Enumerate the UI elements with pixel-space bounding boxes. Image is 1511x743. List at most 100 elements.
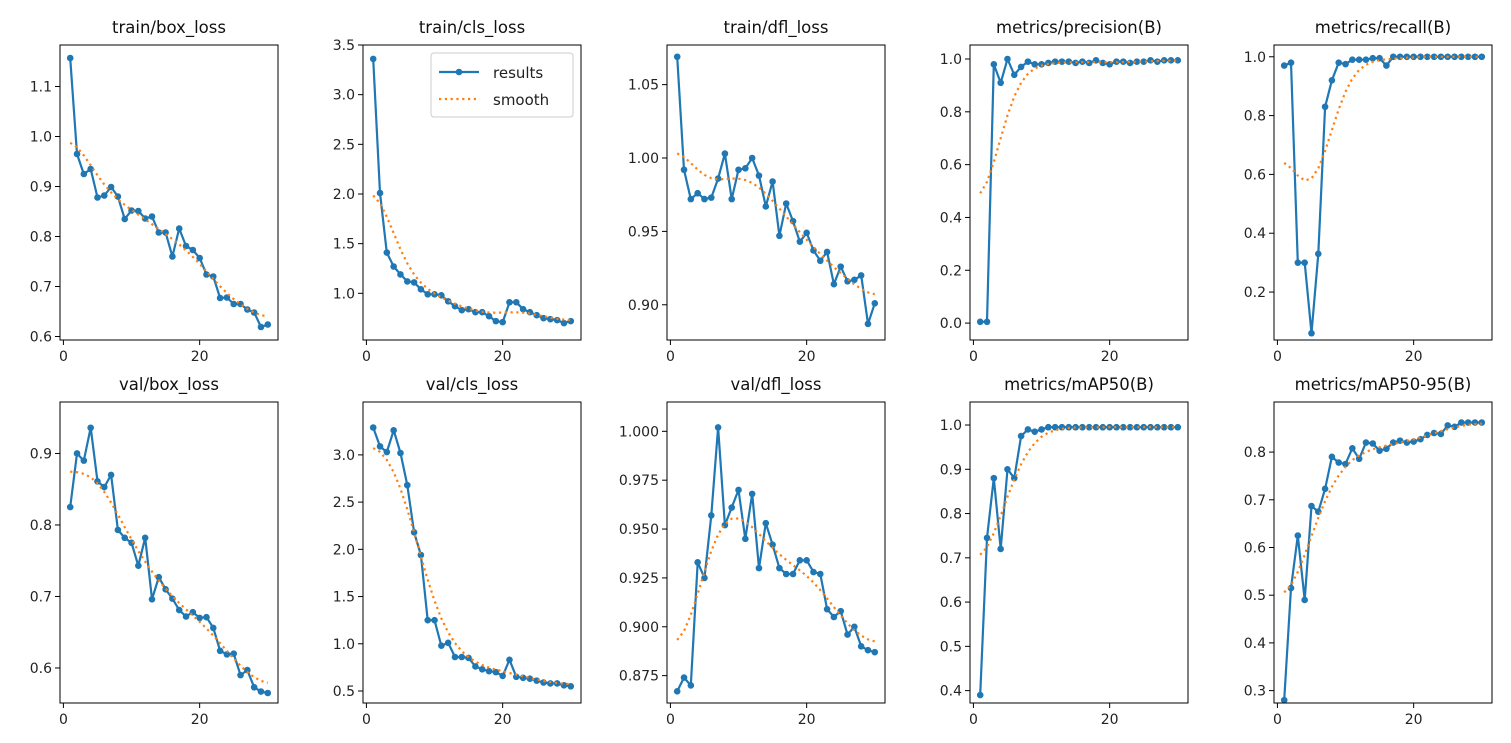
- x-tick-label: 0: [59, 349, 68, 365]
- results-point: [803, 229, 810, 237]
- results-point: [976, 691, 984, 699]
- results-point: [397, 271, 404, 278]
- results-point: [141, 534, 149, 542]
- results-point: [769, 178, 776, 185]
- results-point: [694, 189, 701, 197]
- y-tick-label: 1.0: [30, 130, 52, 146]
- results-point: [264, 689, 272, 697]
- y-tick-label: 1.5: [333, 590, 355, 606]
- smooth-line: [1283, 55, 1482, 182]
- results-point: [1417, 53, 1424, 61]
- results-point: [506, 298, 513, 306]
- results-point: [397, 449, 404, 457]
- results-line: [69, 426, 269, 695]
- results-point: [182, 242, 190, 250]
- results-point: [417, 286, 425, 293]
- subplot-title: val/cls_loss: [426, 375, 518, 395]
- results-point: [1280, 62, 1288, 69]
- results-point: [810, 568, 817, 576]
- results-point: [803, 557, 810, 564]
- results-point: [1085, 423, 1093, 431]
- results-point: [1038, 426, 1045, 433]
- results-point: [540, 679, 547, 686]
- results-point: [735, 486, 742, 494]
- results-point: [1464, 53, 1472, 61]
- results-point: [1444, 422, 1452, 429]
- results-point: [1024, 58, 1032, 65]
- results-point: [1004, 55, 1011, 63]
- y-tick-label: 0.875: [619, 669, 659, 685]
- axes-frame: [666, 44, 886, 341]
- y-tick-label: 0.8: [940, 507, 962, 523]
- y-tick-label: 3.0: [333, 448, 355, 464]
- legend-box: [430, 52, 574, 118]
- results-point: [1328, 76, 1336, 84]
- results-point: [485, 312, 493, 320]
- results-point: [80, 457, 88, 464]
- results-point: [553, 316, 561, 324]
- axes-frame: [362, 44, 582, 341]
- x-tick-label: 20: [1405, 349, 1423, 365]
- axes-frame: [59, 44, 279, 341]
- axes-frame: [59, 401, 279, 704]
- results-point: [155, 573, 163, 581]
- results-point: [369, 424, 377, 431]
- results-point: [844, 277, 851, 285]
- subplot-metrics-map50-b-: metrics/mAP50(B) 0.4 0.5 0.6 0.7 0.8 0.9 1.0 0 20: [940, 375, 1189, 728]
- results-point: [478, 665, 486, 673]
- results-point: [1458, 53, 1465, 61]
- y-tick-label: 0.5: [333, 684, 355, 700]
- smooth-line: [372, 194, 571, 322]
- results-point: [997, 79, 1004, 87]
- y-tick-label: 0.925: [619, 571, 659, 587]
- subplot-title: train/box_loss: [112, 18, 226, 38]
- results-point: [506, 656, 513, 664]
- y-tick-label: 0.6: [1244, 167, 1266, 183]
- results-line: [372, 427, 571, 688]
- results-point: [673, 53, 681, 61]
- subplot-val-cls-loss: val/cls_loss 0.5 1.0 1.5 2.0 2.5 3.0 0 20: [333, 375, 582, 728]
- results-point: [403, 278, 411, 285]
- subplot-val-box-loss: val/box_loss 0.6 0.7 0.8 0.9 0 20: [30, 375, 279, 728]
- subplot-metrics-precision-b-: metrics/precision(B) 0.0 0.2 0.4 0.6 0.8 1.0 0 2…: [940, 18, 1189, 365]
- results-point: [707, 194, 715, 201]
- subplot-metrics-recall-b-: metrics/recall(B) 0.2 0.4 0.6 0.8 1.0 0 20: [1244, 18, 1493, 365]
- results-point: [762, 203, 770, 210]
- results-point: [728, 504, 736, 511]
- results-point: [769, 541, 776, 548]
- y-tick-label: 0.2: [940, 263, 962, 279]
- results-point: [1410, 438, 1417, 445]
- results-point: [209, 624, 217, 632]
- results-point: [1301, 596, 1308, 604]
- results-point: [990, 60, 998, 68]
- subplot-title: metrics/mAP50-95(B): [1295, 375, 1472, 394]
- results-point: [701, 574, 708, 582]
- results-point: [424, 616, 432, 624]
- results-point: [1342, 460, 1349, 468]
- x-tick-label: 0: [59, 712, 68, 728]
- results-point: [1437, 430, 1445, 438]
- y-tick-label: 0.9: [30, 446, 52, 462]
- results-point: [1355, 56, 1363, 64]
- results-point: [410, 279, 418, 286]
- results-point: [237, 671, 244, 679]
- results-point: [485, 667, 493, 675]
- y-tick-label: 2.5: [333, 137, 355, 153]
- results-point: [458, 306, 466, 314]
- results-point: [1308, 502, 1315, 510]
- results-point: [680, 166, 688, 174]
- results-point: [830, 280, 838, 288]
- results-point: [250, 683, 258, 691]
- results-point: [1369, 54, 1377, 62]
- results-point: [823, 605, 831, 613]
- x-tick-label: 20: [494, 712, 512, 728]
- results-point: [107, 183, 115, 191]
- results-point: [390, 427, 397, 434]
- results-point: [499, 672, 506, 680]
- results-point: [844, 631, 851, 638]
- legend-results-label: results: [493, 64, 543, 82]
- results-point: [1376, 447, 1383, 454]
- subplot-title: val/box_loss: [119, 375, 219, 395]
- results-point: [175, 225, 183, 232]
- results-point: [1280, 696, 1288, 704]
